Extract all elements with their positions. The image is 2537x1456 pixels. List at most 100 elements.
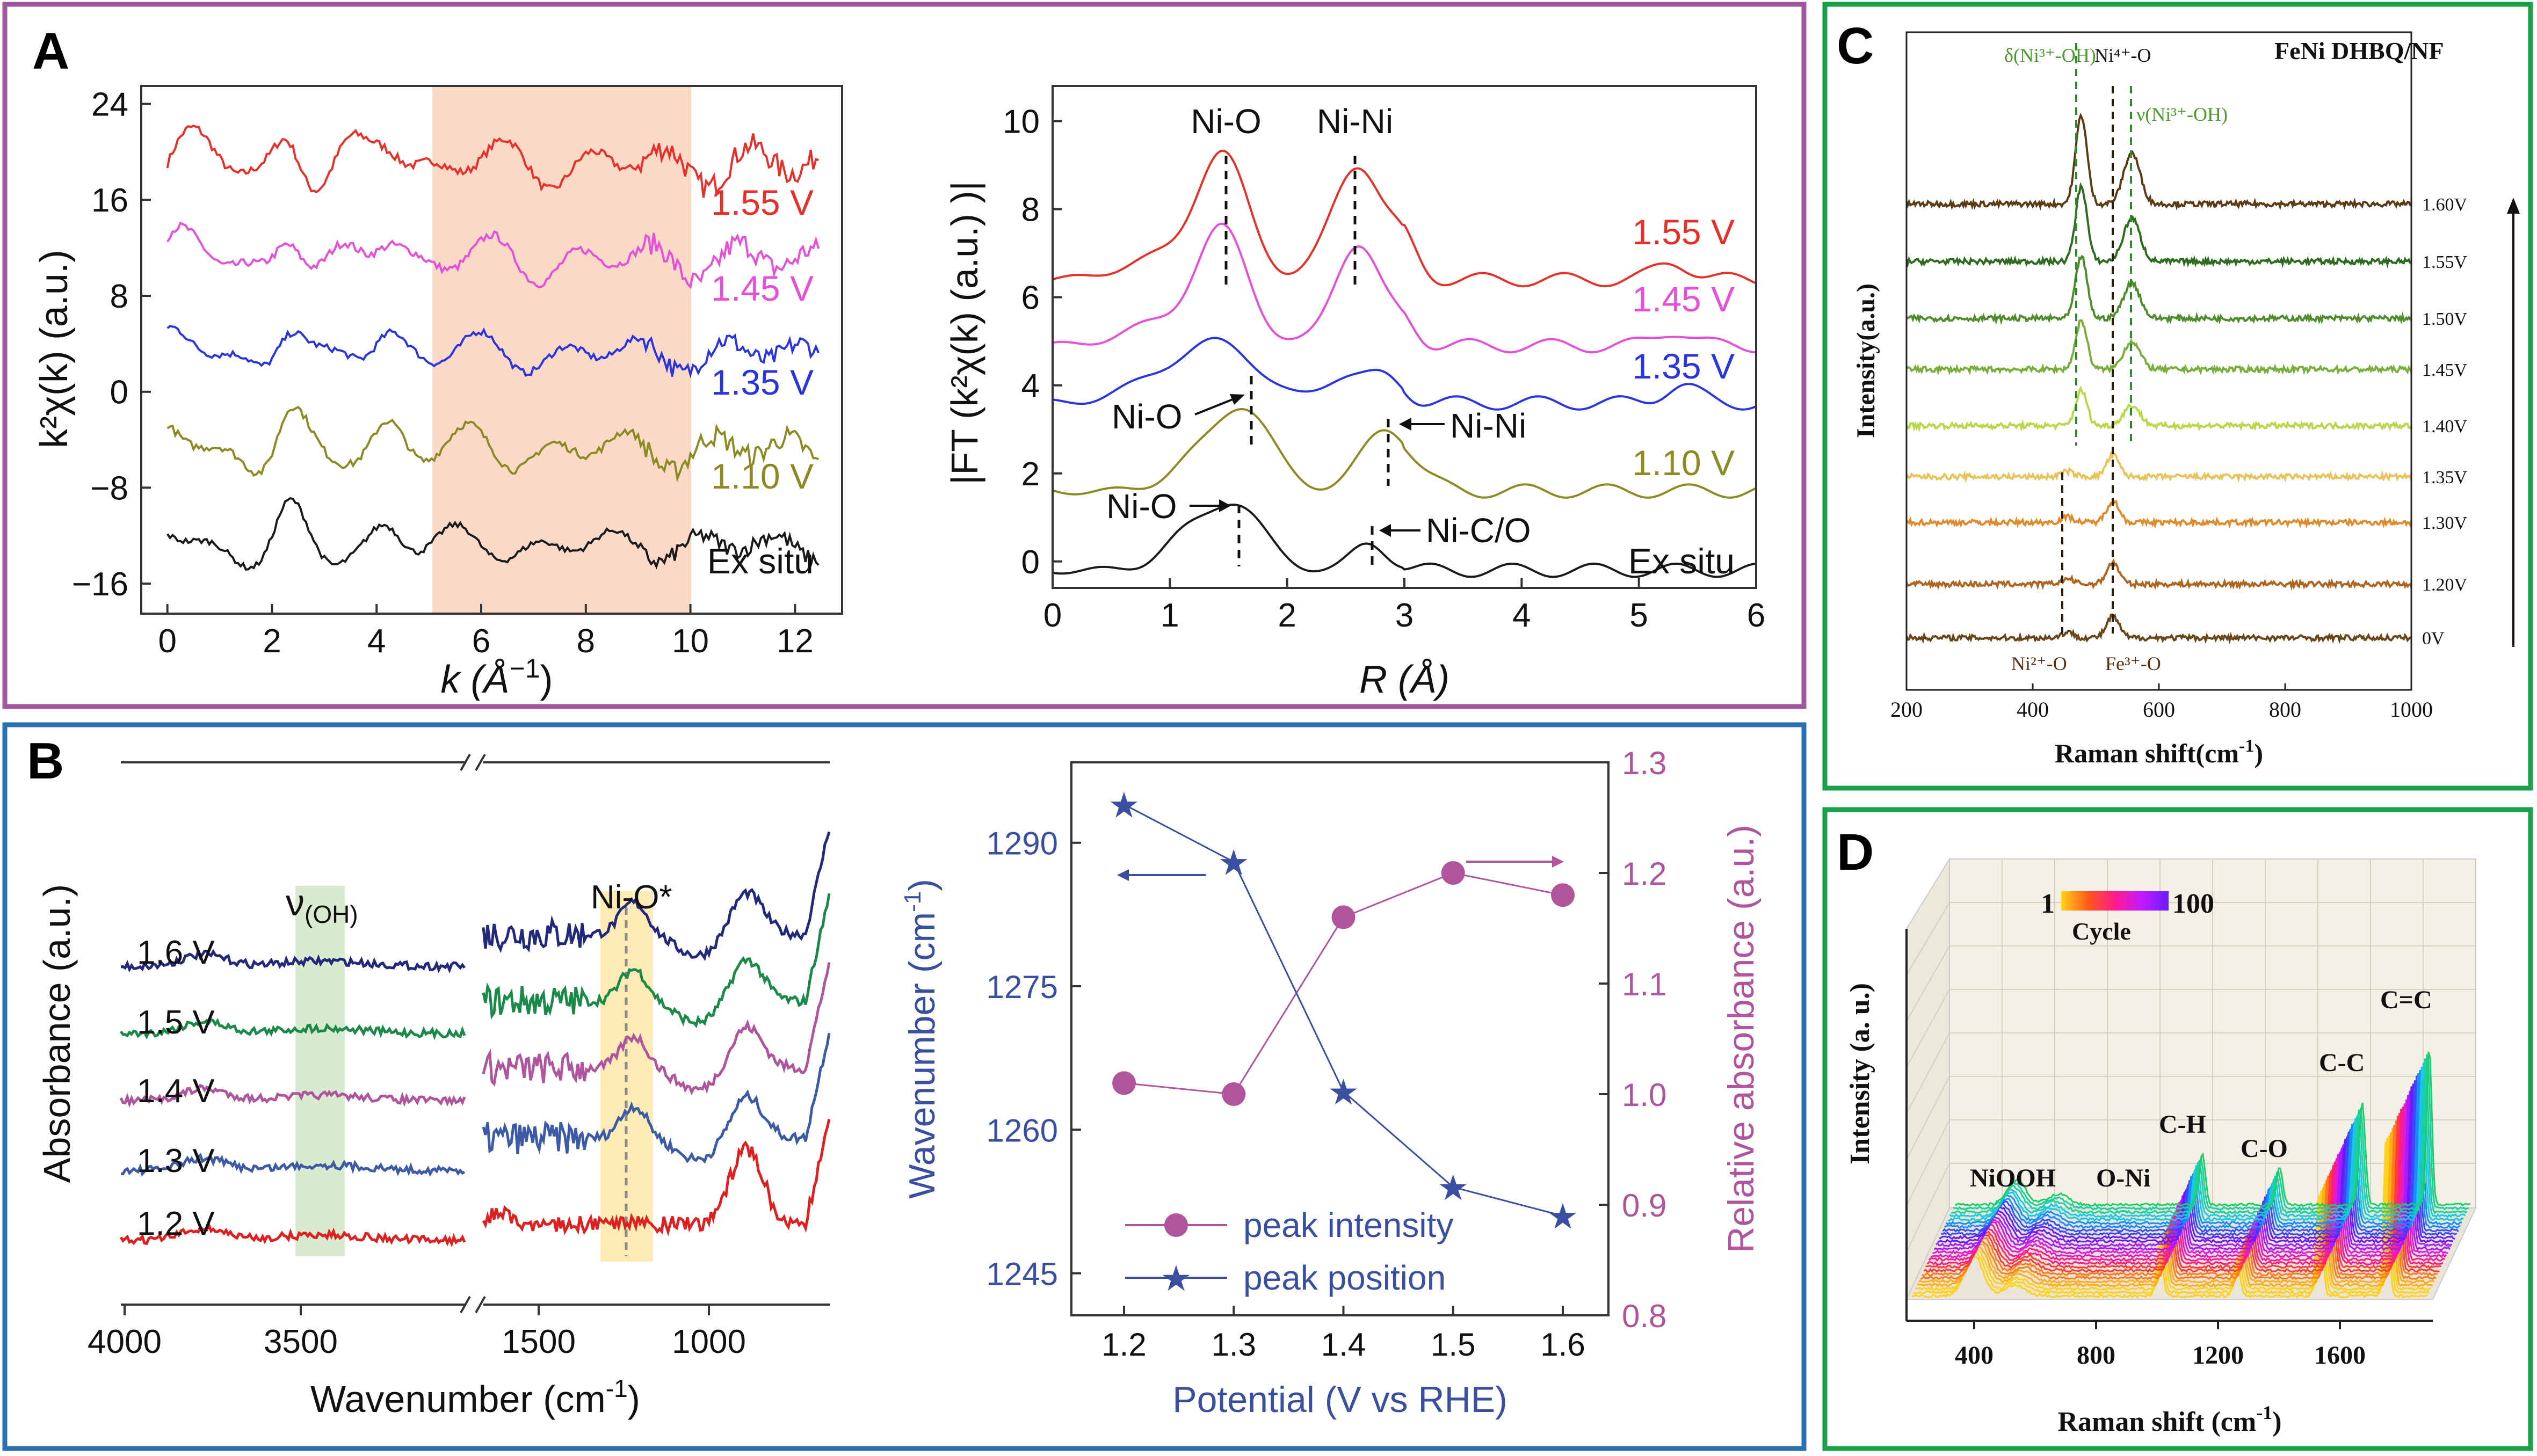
x-tick-label: 1500	[502, 1323, 576, 1360]
arrow-head	[1219, 499, 1231, 512]
y-axis-title: Absorbance (a.u.)	[36, 884, 78, 1183]
cycle-line	[1911, 1141, 2428, 1299]
x-tick-label: 1.2	[1101, 1327, 1146, 1363]
grid-line	[1906, 1119, 1950, 1206]
peak-c-eq-c: C=C	[2380, 986, 2432, 1014]
chart-d: 400 800 1200 1600 1 100 Cycle NiOOH O-Ni C-…	[1845, 857, 2477, 1437]
plot-frame	[1070, 761, 1610, 1316]
chart-a-right: 0 1 2 3 4 5 6 10 8 6 4 2 0 Ni-O Ni-Ni Ni-O Ni-Ni Ni-…	[944, 85, 1765, 701]
series-label-1-35: 1.35 V	[1632, 346, 1735, 386]
x-axis-title: R (Å)	[1359, 658, 1449, 701]
annotation-arrow	[1194, 396, 1238, 416]
series-line	[119, 1221, 466, 1248]
y-tick-label-left: 1260	[987, 1112, 1058, 1148]
intensity-point	[1112, 1071, 1136, 1095]
series-line	[482, 962, 831, 1096]
grid-line	[1906, 1163, 1950, 1253]
chart-b-right: ★ ★ ★ ★ ★ 1.2 1.3 1.4 1.5 1.6 1290 1275 1260 1245 1.3…	[900, 745, 1762, 1420]
x-tick-label: 3500	[264, 1323, 338, 1360]
y-tick-label: −8	[90, 470, 128, 507]
cycle-line	[1933, 1095, 2451, 1251]
x-tick-label: 1	[1161, 597, 1179, 634]
panel-b-letter: B	[27, 732, 64, 790]
x-axis-title: Raman shift (cm-1)	[2057, 1402, 2281, 1437]
x-tick-label: 200	[1890, 697, 1923, 722]
x-tick-label: 1000	[672, 1323, 746, 1360]
y-tick-label: 8	[1021, 192, 1040, 229]
annotation-fe3-o: Fe³⁺-O	[2105, 653, 2161, 674]
x-tick-label: 1600	[2314, 1341, 2366, 1370]
x-tick-label: 1.4	[1321, 1327, 1366, 1363]
grid-line	[1906, 989, 1950, 1068]
y-axis-title: Intensity (a. u.)	[1845, 983, 1875, 1164]
x-tick-label: 6	[472, 623, 490, 660]
x-tick-label: 2	[1278, 597, 1296, 634]
x-tick-label: 400	[2017, 697, 2049, 722]
series-label: 1.50V	[2422, 309, 2468, 329]
panel-d-letter: D	[1837, 824, 1874, 881]
grid-line	[1906, 902, 1950, 975]
arrow-head	[2507, 198, 2520, 214]
x-tick-label: 4	[367, 623, 386, 660]
intensity-point	[1331, 905, 1356, 929]
series-line	[482, 1032, 831, 1164]
cycle-line	[1923, 1116, 2440, 1273]
series-label-1-10: 1.10 V	[1632, 443, 1735, 483]
annotation-ni-ni-2: Ni-Ni	[1450, 406, 1526, 445]
y-tick-label-left: 1275	[987, 969, 1058, 1005]
cycle-line	[1951, 1058, 2468, 1215]
y-tick-label: 4	[1021, 368, 1040, 405]
y-tick-label: 2	[1021, 456, 1040, 493]
label-1-3v: 1.3 V	[137, 1142, 215, 1180]
series-label-ex-situ: Ex situ	[707, 541, 814, 581]
y-tick-label: 0	[110, 374, 128, 411]
series-line	[1906, 254, 2412, 325]
cycle-line	[1915, 1135, 2431, 1292]
axis-break	[460, 754, 486, 1313]
chart-b-left: 4000 3500 1500 1000 1.6 V 1.5 V 1.4 V 1.3 V…	[36, 754, 831, 1420]
cycle-line	[1913, 1138, 2430, 1295]
plot-frame	[1905, 31, 2412, 691]
series-line	[166, 221, 820, 289]
x-tick-label: 1200	[2192, 1341, 2244, 1370]
y-tick-label-right: 1.2	[1622, 856, 1666, 892]
series-line	[120, 1153, 466, 1177]
y-tick-label-right: 1.3	[1622, 745, 1666, 781]
peak-c-h: C-H	[2159, 1110, 2206, 1139]
x-tick-label: 1.6	[1540, 1327, 1585, 1363]
y-tick-label: 0	[1021, 544, 1040, 581]
grid-line	[1906, 945, 1950, 1022]
y-tick-label-right: 0.9	[1622, 1188, 1666, 1224]
annotation-ni4-o: Ni⁴⁺-O	[2094, 45, 2151, 66]
x-tick-label: 2	[263, 623, 281, 660]
x-tick-label: 1.3	[1212, 1327, 1256, 1363]
y-tick-label-left: 1290	[987, 826, 1058, 862]
x-tick-label: 1.5	[1431, 1327, 1475, 1363]
series-label-1-55: 1.55 V	[711, 183, 814, 222]
series-line	[166, 325, 820, 379]
label-1-2v: 1.2 V	[137, 1205, 215, 1242]
series-line	[1905, 182, 2412, 268]
x-axis-title: Raman shift(cm-1)	[2055, 736, 2263, 768]
series-line	[166, 497, 820, 571]
legend-marker-position: ★	[1160, 1258, 1192, 1298]
legend-start: 1	[2041, 889, 2055, 919]
x-tick-label: 400	[1955, 1341, 1994, 1370]
y-axis-title: Intensity(a.u.)	[1852, 283, 1880, 438]
series-line	[166, 124, 819, 198]
y-tick-label: 24	[91, 86, 128, 123]
y-tick-label: 6	[1021, 280, 1040, 317]
position-point: ★	[1218, 842, 1250, 882]
x-tick-label: 600	[2143, 697, 2175, 722]
label-1-4v: 1.4 V	[137, 1073, 215, 1110]
annotation-ni-c-o: Ni-C/O	[1426, 511, 1531, 550]
series-line	[1905, 558, 2412, 591]
cycle-line	[1942, 1075, 2459, 1233]
label-1-6v: 1.6 V	[137, 934, 215, 971]
panel-d-frame	[1822, 807, 2533, 1451]
annotation-ni-o-3: Ni-O	[1106, 487, 1177, 526]
annotation-nu: ν(Ni³⁺-OH)	[2136, 104, 2228, 125]
cycle-line	[1945, 1069, 2462, 1226]
